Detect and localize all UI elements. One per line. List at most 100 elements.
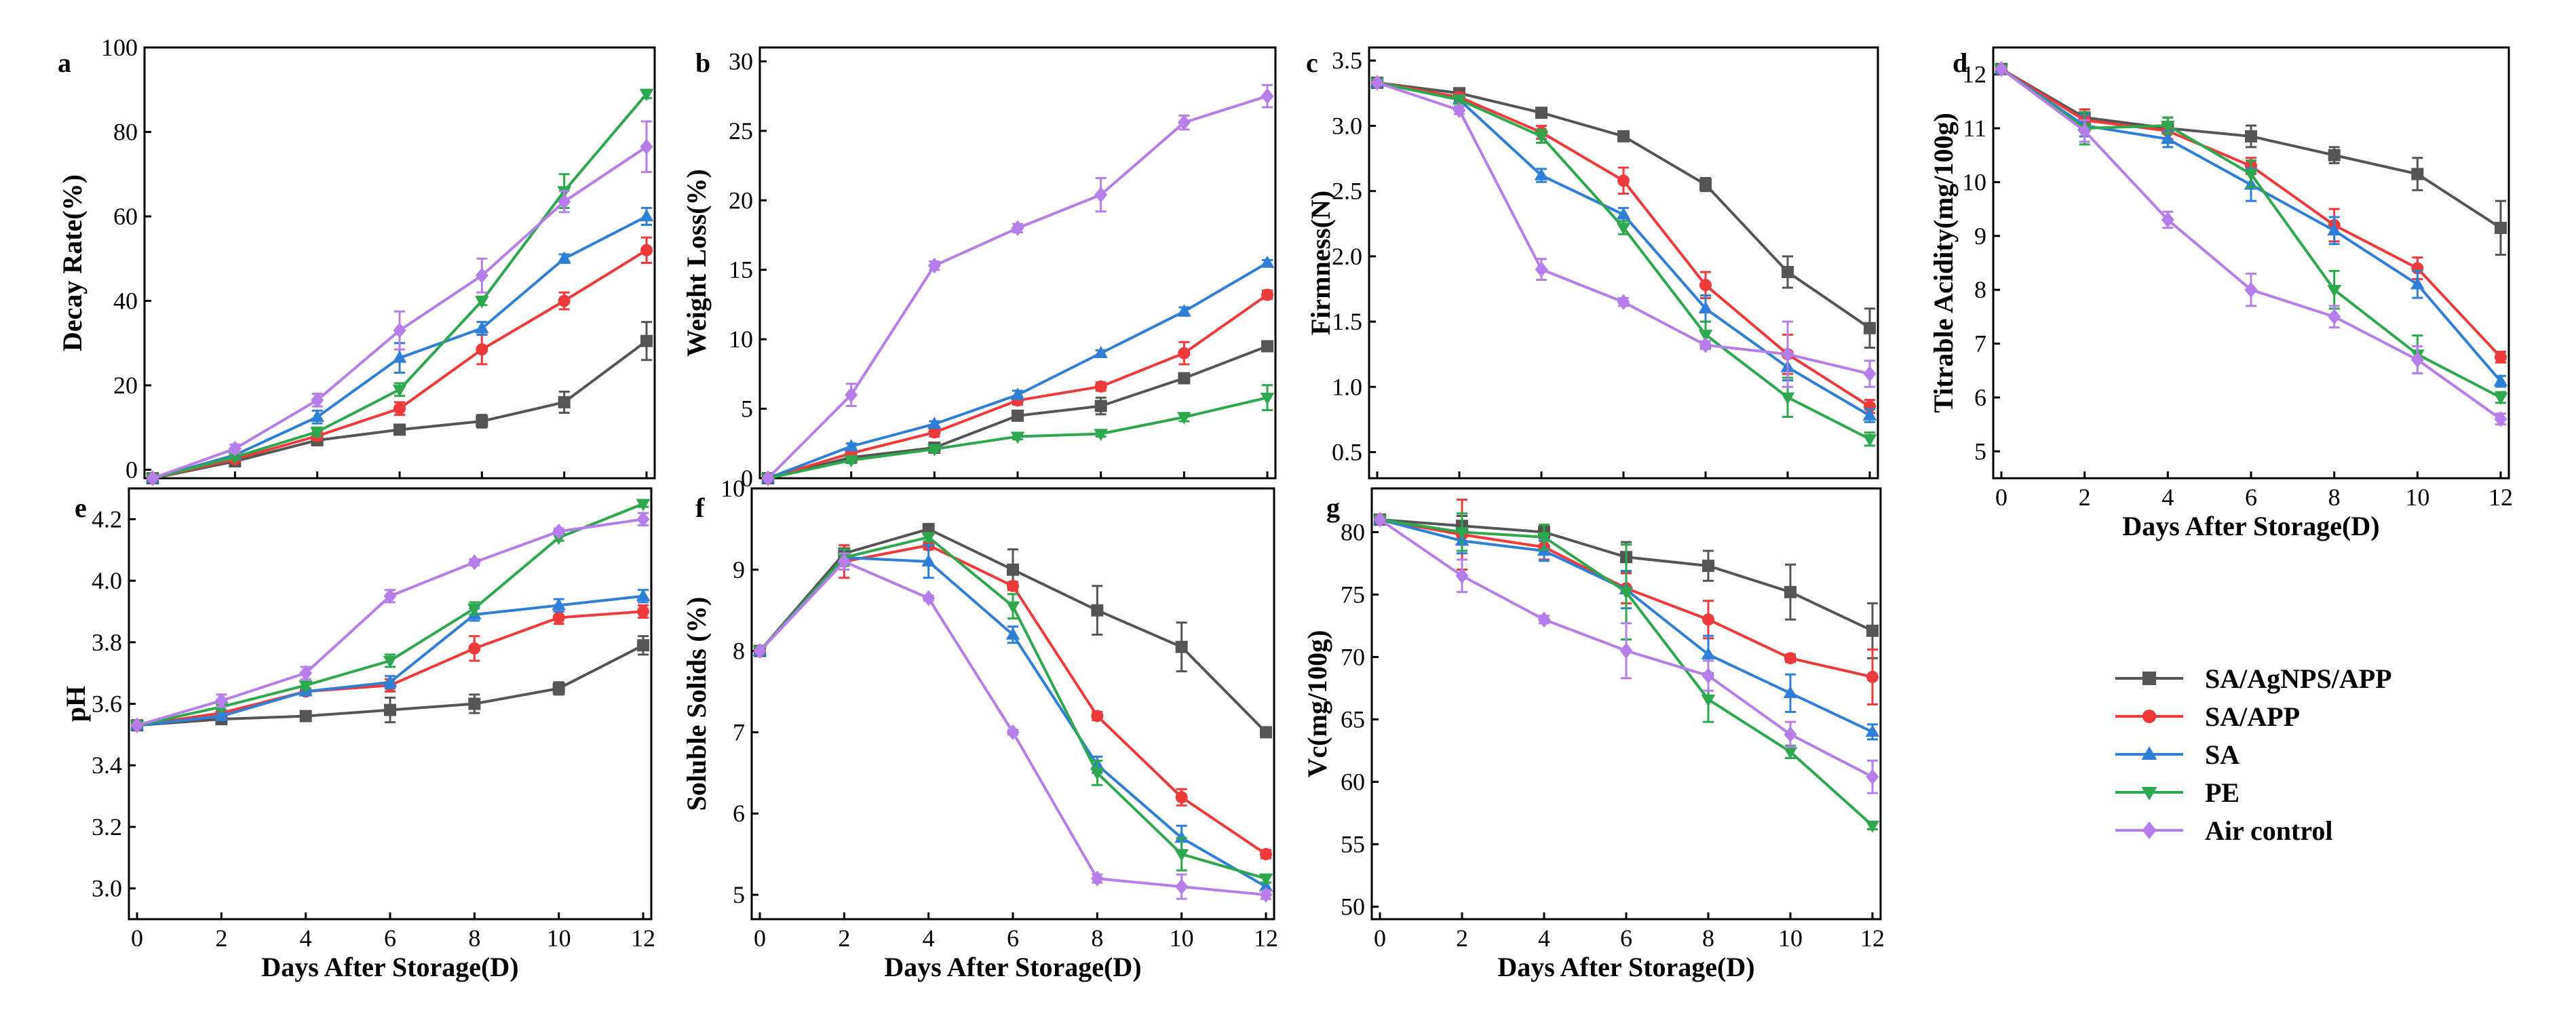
data-point [383, 588, 397, 604]
data-point [1702, 668, 1715, 684]
series-air-control [146, 120, 653, 486]
panel-f: 5 6 7 8 9 10 0 2 4 6 8 10 12 Days After Storage(D) Sol… [681, 475, 1278, 982]
data-point [468, 697, 481, 710]
data-point [214, 693, 228, 709]
data-point [1010, 387, 1025, 400]
data-point [1094, 429, 1109, 442]
y-tick-label: 40 [113, 288, 138, 315]
x-axis-label: Days After Storage(D) [884, 952, 1141, 982]
panel-a: 0 20 40 60 80 100 Decay Rate(%) a [57, 34, 656, 486]
y-axis-label: Titrable Acidity(mg/100g) [1928, 113, 1959, 413]
data-point [1453, 102, 1466, 119]
data-point [1007, 579, 1019, 592]
x-tick-label: 12 [2488, 484, 2513, 511]
data-point [1619, 642, 1633, 659]
data-point [1452, 94, 1467, 107]
data-point [1702, 613, 1714, 626]
data-point [639, 209, 654, 222]
y-axis-label: pH [60, 686, 91, 722]
y-tick-label: 5 [1974, 438, 1986, 465]
data-point [228, 440, 242, 457]
data-point [558, 395, 571, 408]
x-tick-label: 10 [1170, 925, 1194, 952]
series-air-control [1370, 75, 1877, 388]
x-tick-label: 2 [838, 925, 850, 952]
data-point [753, 642, 767, 659]
data-point [227, 452, 242, 465]
data-point [1177, 114, 1191, 131]
data-point [214, 708, 229, 721]
data-point [552, 523, 566, 540]
data-point [844, 455, 859, 468]
data-point [1007, 563, 1019, 576]
y-tick-label: 60 [1341, 769, 1365, 796]
x-tick-label: 6 [2245, 484, 2257, 511]
y-tick-label: 3.5 [1332, 47, 1362, 74]
data-point [1175, 791, 1188, 804]
data-point [1455, 568, 1469, 584]
data-point [2493, 392, 2508, 405]
y-tick-label: 10 [729, 326, 753, 353]
data-point [130, 717, 144, 733]
data-point [1534, 168, 1549, 180]
legend-item-sa: SA [2115, 739, 2239, 770]
y-axis-label: Soluble Solids (%) [681, 597, 712, 811]
legend-marker [2142, 821, 2157, 839]
data-point [1783, 747, 1798, 760]
data-point [2161, 212, 2174, 228]
data-point [2495, 221, 2507, 234]
data-point [1178, 347, 1191, 360]
data-point [2160, 132, 2175, 144]
y-tick-label: 8 [733, 638, 745, 665]
x-tick-label: 8 [468, 925, 480, 952]
panel-label: g [1326, 492, 1340, 523]
data-point [552, 598, 566, 611]
data-point [1455, 527, 1469, 540]
data-point [1260, 848, 1272, 861]
data-point [637, 639, 649, 652]
data-point [1005, 601, 1020, 614]
x-axis-label: Days After Storage(D) [1497, 952, 1754, 982]
y-tick-label: 6 [1974, 384, 1986, 411]
x-tick-label: 8 [1702, 925, 1714, 952]
data-point [1616, 207, 1631, 220]
data-point [636, 499, 651, 511]
data-point [474, 296, 489, 309]
series-sa-app [1995, 62, 2507, 364]
data-point [1781, 346, 1794, 362]
data-point [552, 611, 565, 624]
x-tick-label: 2 [215, 925, 227, 952]
data-point [1260, 392, 1275, 405]
data-point [640, 244, 653, 256]
x-axis-label: Days After Storage(D) [261, 952, 518, 982]
data-point [476, 343, 488, 356]
data-point [474, 321, 489, 334]
y-tick-label: 5 [733, 881, 745, 908]
data-point [2327, 284, 2342, 297]
y-tick-label: 1.0 [1332, 373, 1362, 400]
data-point [2493, 374, 2508, 387]
y-tick-label: 11 [1963, 115, 1986, 142]
data-point [2328, 149, 2341, 161]
data-point [1258, 873, 1273, 886]
series-sa [1370, 75, 1877, 423]
data-point [2494, 410, 2507, 427]
data-point [1090, 870, 1104, 887]
data-point [637, 605, 649, 618]
y-tick-label: 9 [733, 556, 745, 583]
data-point [636, 511, 650, 528]
x-tick-label: 8 [1091, 925, 1103, 952]
data-point [558, 294, 571, 307]
x-tick-label: 10 [2405, 484, 2429, 511]
x-tick-label: 0 [754, 925, 766, 952]
data-point [640, 334, 653, 347]
data-point [299, 710, 312, 722]
x-tick-label: 4 [1538, 925, 1550, 952]
y-axis-label: Decay Rate(%) [57, 174, 88, 351]
data-point [1699, 178, 1712, 191]
y-tick-label: 55 [1341, 831, 1365, 858]
data-point [1784, 726, 1797, 743]
legend-marker [2142, 710, 2156, 723]
data-point [844, 439, 859, 452]
